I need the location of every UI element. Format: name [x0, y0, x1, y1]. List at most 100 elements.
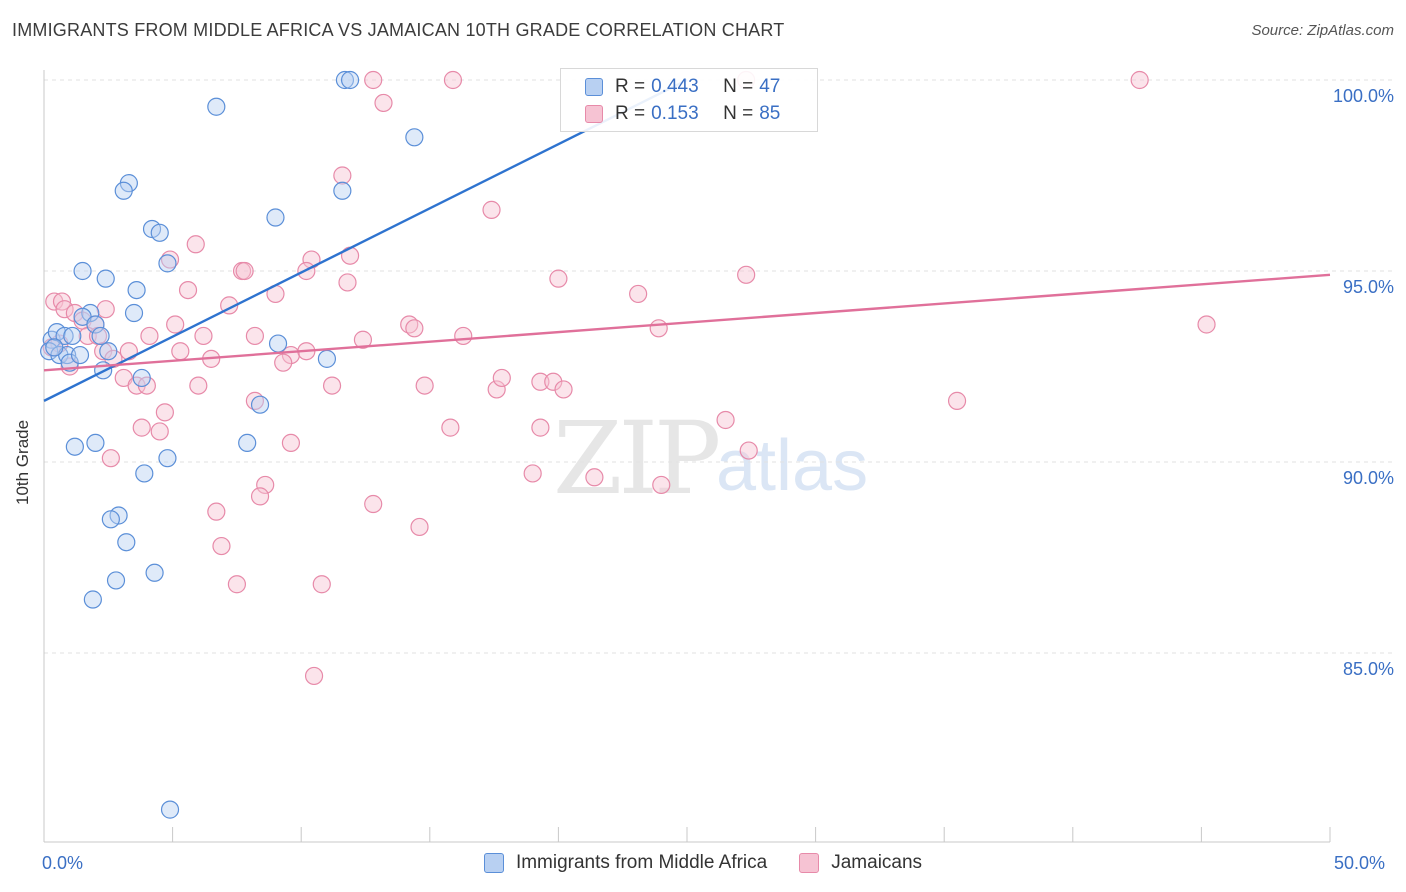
- stats-row-middle-africa: R = 0.443 N = 47: [585, 74, 780, 100]
- middle-africa-point: [101, 510, 120, 529]
- middle-africa-trend-line: [43, 78, 688, 402]
- x-tick-max: 50.0%: [1334, 853, 1386, 873]
- y-tick-label: 90.0%: [1342, 468, 1394, 488]
- trend-lines: [43, 78, 1331, 402]
- middle-africa-point: [63, 326, 82, 346]
- n-value: 47: [759, 76, 781, 97]
- jamaican-point: [523, 464, 542, 483]
- jamaican-point: [227, 575, 246, 594]
- jamaican-point: [212, 536, 231, 556]
- jamaican-point: [737, 265, 756, 284]
- legend-label-middle-africa: Immigrants from Middle Africa: [515, 852, 768, 873]
- jamaican-point: [629, 284, 648, 304]
- jamaican-point: [96, 300, 115, 319]
- jamaican-point: [443, 70, 463, 90]
- x-tick-min: 0.0%: [42, 853, 84, 873]
- middle-africa-point: [73, 261, 92, 281]
- middle-africa-points: [40, 70, 424, 819]
- middle-africa-point: [405, 128, 424, 147]
- middle-africa-point: [65, 437, 84, 456]
- middle-africa-point: [127, 281, 146, 300]
- jamaican-point: [531, 372, 550, 391]
- jamaican-point: [947, 391, 967, 410]
- jamaican-point: [312, 575, 331, 594]
- middle-africa-point: [266, 208, 285, 227]
- middle-africa-point: [45, 338, 64, 357]
- jamaican-point: [256, 475, 275, 495]
- jamaican-point: [364, 70, 383, 90]
- jamaican-point: [544, 372, 563, 391]
- jamaican-point: [531, 418, 550, 437]
- watermark-zip: ZIP: [553, 400, 721, 517]
- axes: [43, 70, 1331, 843]
- middle-africa-point: [114, 181, 133, 200]
- jamaican-point: [374, 93, 393, 113]
- jamaicans-points: [42, 70, 1216, 686]
- jamaican-point: [178, 281, 198, 300]
- n-label: N =: [723, 103, 754, 124]
- y-tick-label: 100.0%: [1332, 86, 1394, 106]
- middle-africa-point: [135, 464, 154, 483]
- middle-africa-point: [145, 563, 164, 582]
- jamaican-point: [415, 376, 434, 395]
- jamaican-point: [585, 468, 604, 487]
- middle-africa-point: [99, 342, 118, 361]
- jamaican-point: [150, 422, 169, 441]
- jamaican-point: [405, 319, 424, 338]
- jamaican-point: [274, 353, 293, 372]
- jamaican-point: [739, 441, 758, 460]
- middle-africa-point: [124, 303, 144, 323]
- middle-africa-point: [106, 571, 126, 590]
- legend-swatch-blue: [483, 853, 504, 873]
- middle-africa-point: [207, 97, 226, 116]
- legend-item-middle-africa[interactable]: Immigrants from Middle Africa: [483, 852, 768, 874]
- chart-title: IMMIGRANTS FROM MIDDLE AFRICA VS JAMAICA…: [12, 20, 785, 40]
- middle-africa-point: [55, 326, 74, 346]
- middle-africa-point: [158, 449, 177, 468]
- middle-africa-point: [333, 181, 352, 200]
- series-legend: Immigrants from Middle Africa Jamaicans: [0, 852, 1406, 874]
- middle-africa-point: [70, 345, 90, 365]
- jamaican-point: [119, 342, 138, 361]
- legend-item-jamaicans[interactable]: Jamaicans: [799, 852, 922, 874]
- legend-swatch-pink: [799, 853, 820, 873]
- r-label: R =: [615, 103, 646, 124]
- n-label: N =: [723, 76, 754, 97]
- jamaican-point: [194, 326, 213, 346]
- y-tick-label: 85.0%: [1342, 659, 1394, 679]
- y-axis-label: 10th Grade: [13, 370, 33, 505]
- jamaican-point: [487, 380, 506, 399]
- middle-africa-point: [86, 315, 105, 334]
- middle-africa-point: [268, 334, 288, 353]
- legend-label-jamaicans: Jamaicans: [831, 852, 923, 873]
- y-tick-label: 95.0%: [1342, 277, 1394, 297]
- middle-africa-point: [158, 254, 177, 273]
- jamaican-point: [155, 403, 174, 422]
- jamaican-point: [652, 475, 671, 495]
- grid-lines: [44, 79, 1396, 654]
- jamaican-point: [554, 380, 573, 399]
- jamaican-point: [304, 666, 324, 686]
- middle-africa-point: [317, 349, 337, 368]
- jamaican-point: [1130, 70, 1149, 90]
- jamaican-point: [60, 357, 79, 376]
- jamaican-point: [482, 200, 501, 219]
- jamaican-point: [140, 326, 159, 346]
- jamaican-point: [186, 235, 205, 254]
- jamaican-point: [492, 368, 511, 388]
- jamaican-point: [94, 342, 113, 361]
- r-label: R =: [615, 76, 646, 97]
- jamaican-point: [1197, 315, 1216, 334]
- jamaican-trend-line: [43, 273, 1331, 372]
- jamaican-point: [410, 517, 429, 537]
- jamaican-point: [649, 319, 668, 338]
- jamaican-point: [45, 292, 64, 311]
- r-value: 0.153: [651, 103, 699, 124]
- jamaican-point: [55, 300, 74, 319]
- legend-swatch-pink: [585, 105, 603, 123]
- r-value: 0.443: [651, 76, 699, 97]
- middle-africa-point: [238, 433, 257, 452]
- watermark-atlas: atlas: [716, 426, 869, 506]
- stats-legend: R = 0.443 N = 47 R = 0.153 N = 85: [560, 68, 818, 132]
